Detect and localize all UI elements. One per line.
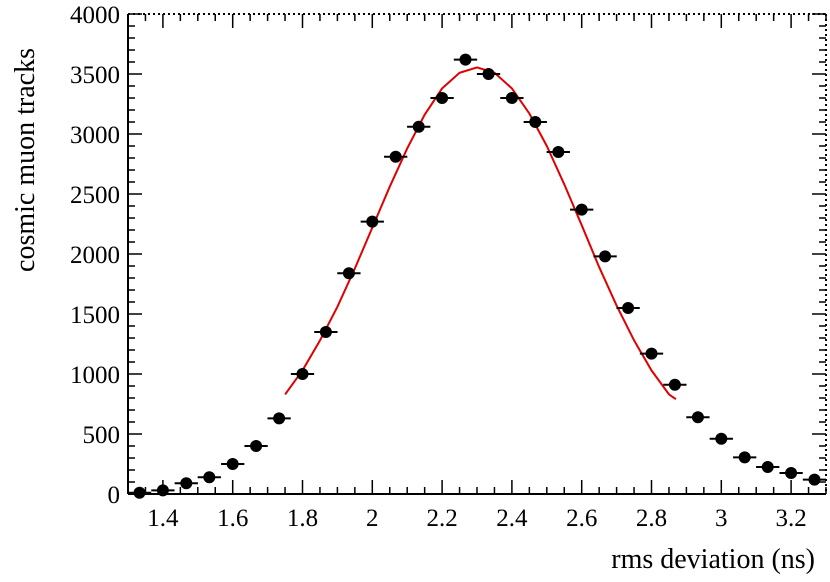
data-point	[756, 461, 780, 473]
point-marker	[575, 203, 588, 216]
point-marker	[761, 461, 774, 473]
y-tick-label: 500	[83, 422, 121, 449]
x-tick-label: 2.6	[566, 505, 597, 532]
data-points-layer	[128, 53, 826, 499]
point-marker	[691, 411, 704, 424]
point-marker	[436, 92, 449, 104]
point-marker	[366, 215, 379, 228]
data-point	[314, 326, 338, 338]
y-tick-label: 4000	[70, 2, 120, 29]
y-tick-label: 3500	[70, 62, 120, 89]
point-marker	[785, 467, 798, 479]
point-marker	[482, 68, 495, 80]
point-marker	[622, 302, 635, 314]
data-point	[290, 368, 315, 380]
data-point	[453, 53, 478, 66]
data-point	[407, 120, 431, 133]
data-point	[221, 458, 245, 470]
x-tick-label: 1.6	[217, 505, 248, 532]
data-point	[779, 467, 803, 479]
data-point	[476, 68, 501, 80]
point-marker	[133, 486, 146, 499]
data-point	[546, 146, 570, 158]
data-point	[500, 92, 524, 104]
x-tick-label: 3.2	[775, 505, 806, 532]
data-point	[360, 215, 384, 228]
point-marker	[389, 150, 402, 163]
data-point	[733, 451, 757, 464]
point-marker	[529, 116, 542, 128]
point-marker	[668, 378, 681, 391]
point-marker	[459, 53, 472, 66]
point-marker	[342, 267, 355, 280]
x-tick-label: 2.4	[496, 505, 528, 532]
data-point	[663, 378, 687, 391]
point-marker	[808, 473, 821, 486]
fit-curve	[284, 66, 677, 401]
data-point	[709, 432, 733, 445]
fit-curve-layer	[284, 66, 677, 401]
data-point	[384, 150, 408, 163]
point-marker	[180, 477, 193, 490]
y-tick-label: 1000	[70, 362, 120, 389]
data-point	[197, 471, 221, 484]
point-marker	[552, 146, 565, 158]
x-tick-label: 3	[715, 505, 728, 532]
data-point	[802, 473, 826, 486]
y-axis-label: cosmic muon tracks	[10, 48, 41, 272]
point-marker	[505, 92, 518, 104]
point-marker	[645, 347, 658, 360]
point-marker	[226, 458, 239, 470]
data-point	[430, 92, 454, 104]
point-marker	[599, 250, 612, 263]
data-point	[686, 411, 710, 424]
x-tick-label: 2	[366, 505, 379, 532]
point-marker	[412, 120, 425, 133]
x-tick-label: 1.4	[147, 505, 179, 532]
data-point	[616, 302, 640, 314]
point-marker	[250, 440, 263, 452]
point-marker	[738, 451, 751, 464]
data-point	[639, 347, 664, 360]
axes-frame	[127, 13, 827, 495]
point-marker	[319, 326, 332, 338]
x-tick-label: 1.8	[287, 505, 318, 532]
data-point	[570, 203, 594, 216]
y-tick-label: 2500	[70, 182, 120, 209]
data-point	[128, 486, 152, 499]
point-marker	[203, 471, 216, 484]
data-point	[593, 250, 617, 263]
data-point	[267, 412, 291, 425]
x-axis-label: rms deviation (ns)	[611, 544, 815, 575]
ticks-layer: 1.4 1.6 1.8 2 2.2 2.4 2.6 2.8 3 3.2 0 500 1000 1500 20…	[70, 2, 827, 532]
y-tick-label: 1500	[70, 302, 120, 329]
data-point	[244, 440, 268, 452]
point-marker	[715, 432, 728, 445]
data-point	[523, 116, 547, 128]
point-marker	[273, 412, 286, 425]
x-tick-label: 2.8	[636, 505, 667, 532]
data-point	[337, 267, 361, 280]
x-tick-label: 2.2	[426, 505, 457, 532]
y-tick-label: 2000	[70, 242, 120, 269]
y-tick-label: 3000	[70, 122, 120, 149]
point-marker	[296, 368, 309, 380]
y-tick-label: 0	[108, 482, 121, 509]
data-point	[174, 477, 198, 490]
